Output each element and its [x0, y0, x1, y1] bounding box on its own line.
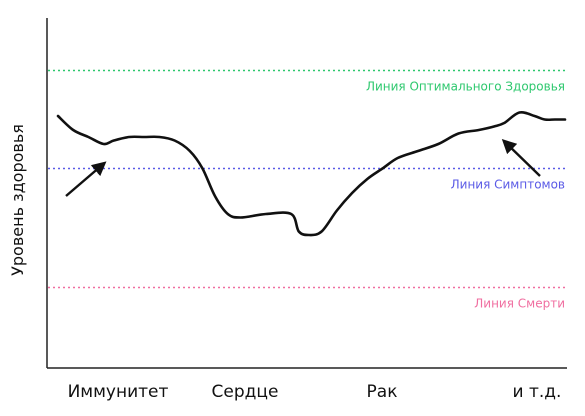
y-axis-label: Уровень здоровья — [8, 124, 27, 276]
reference-line-label-0: Линия Оптимального Здоровья — [366, 80, 565, 94]
annotation-arrow-1 — [501, 138, 541, 177]
category-label-immunity: Иммунитет — [68, 382, 169, 402]
category-label-heart: Сердце — [212, 382, 279, 402]
annotation-arrow-0 — [65, 161, 107, 197]
reference-line-label-2: Линия Смерти — [474, 297, 565, 311]
category-label-etc: и т.д. — [513, 382, 562, 402]
category-label-cancer: Рак — [367, 382, 398, 402]
health-curve-line — [56, 110, 567, 237]
reference-line-label-1: Линия Симптомов — [451, 178, 565, 192]
